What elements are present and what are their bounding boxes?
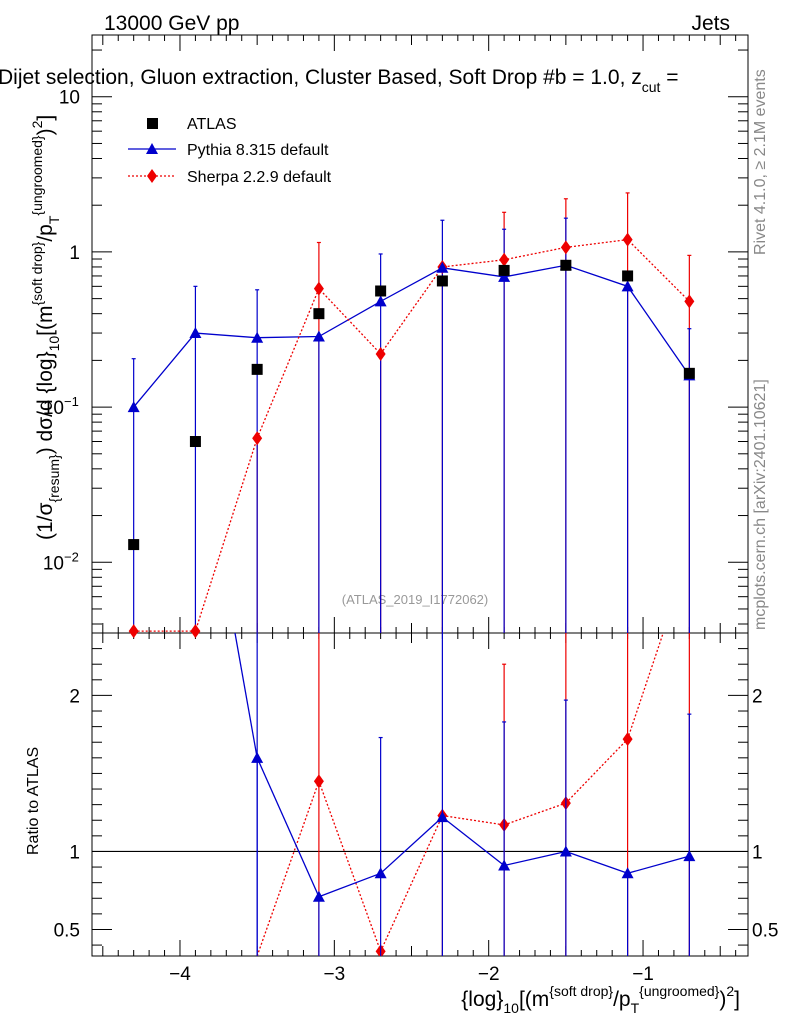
pythia-point	[251, 331, 264, 343]
pythia-ratio-point	[683, 850, 696, 862]
sherpa-point	[560, 240, 571, 255]
legend-atlas-marker	[147, 118, 158, 129]
atlas-point	[313, 308, 325, 320]
ytick-label-main: 10	[43, 553, 64, 574]
pythia-ratio-point	[312, 890, 325, 902]
sherpa-line	[133, 238, 690, 632]
atlas-point	[128, 539, 140, 551]
ratio-plot-data	[234, 633, 696, 956]
pythia-ratio-line	[256, 757, 320, 897]
sherpa-ratio-line	[442, 814, 505, 826]
ytick-label-ratio: 0.5	[54, 920, 80, 941]
pythia-ratio-point	[621, 867, 634, 879]
legend-sherpa-label: Sherpa 2.2.9 default	[187, 169, 332, 186]
atlas-point	[498, 264, 510, 276]
xtick-label: −3	[323, 964, 345, 985]
legend: ATLAS Pythia 8.315 default Sherpa 2.2.9 …	[128, 116, 332, 186]
rivet-label: Rivet 4.1.0, ≥ 2.1M events	[752, 69, 769, 255]
svg-text:(1/σ{resum}) dσ/d {log}10[(m{s: (1/σ{resum}) dσ/d {log}10[(m{soft drop}/…	[29, 115, 62, 540]
pythia-ratio-point	[436, 811, 449, 823]
atlas-point	[436, 275, 448, 287]
atlas-point	[251, 363, 263, 375]
legend-sherpa-marker	[147, 169, 157, 183]
sherpa-point	[313, 281, 324, 296]
pythia-line	[133, 264, 690, 408]
ytick-label-ratio: 2	[69, 686, 80, 707]
sherpa-point	[190, 624, 201, 639]
legend-pythia-marker	[146, 143, 158, 154]
pythia-ratio-line	[503, 850, 567, 867]
sherpa-point	[252, 431, 263, 446]
pythia-ratio-line	[318, 872, 381, 898]
ytick-label-main: 10	[43, 398, 64, 419]
pythia-point	[127, 401, 140, 413]
ytick-label-exponent: −1	[64, 394, 79, 409]
ylabel-ratio: Ratio to ATLAS	[25, 747, 42, 855]
main-plot-data	[127, 192, 696, 639]
pythia-ratio-point	[374, 867, 387, 879]
pythia-ratio-line	[627, 855, 690, 874]
ytick-label-ratio-right: 2	[752, 686, 763, 707]
sherpa-ratio-line	[318, 781, 382, 952]
sherpa-ratio-line	[565, 738, 629, 804]
pythia-point	[374, 295, 387, 307]
xtick-label: −4	[169, 964, 191, 985]
sherpa-ratio-line	[503, 802, 567, 826]
pythia-point	[498, 270, 511, 282]
ytick-label-main: 10	[59, 88, 80, 109]
sherpa-ratio-line	[626, 633, 664, 740]
pythia-ratio-point	[498, 859, 511, 871]
plot-title: Dijet selection, Gluon extraction, Clust…	[0, 66, 679, 95]
sherpa-point	[622, 232, 633, 247]
analysis-watermark: (ATLAS_2019_I1772062)	[342, 592, 488, 607]
ytick-label-main: 1	[69, 243, 80, 264]
sherpa-ratio-point	[622, 732, 633, 747]
pythia-point	[312, 330, 325, 342]
atlas-point	[560, 259, 572, 271]
pythia-ratio-point	[559, 845, 572, 857]
sherpa-ratio-entry	[256, 781, 320, 956]
sherpa-point	[375, 346, 386, 361]
pythia-ratio-point	[251, 751, 264, 763]
legend-pythia-label: Pythia 8.315 default	[187, 142, 329, 159]
pythia-point	[621, 280, 634, 292]
xtick-label: −2	[478, 964, 500, 985]
atlas-point	[683, 367, 695, 379]
xlabel: {log}10[(m{soft drop}/pT{ungroomed})2]	[461, 983, 740, 1016]
ytick-label-ratio-right: 1	[752, 842, 763, 863]
xtick-label: −1	[632, 964, 654, 985]
pythia-ratio-line	[380, 816, 443, 874]
svg-text:{log}10[(m{soft drop}/pT{ungro: {log}10[(m{soft drop}/pT{ungroomed})2]	[461, 983, 740, 1016]
ytick-label-ratio: 1	[69, 842, 80, 863]
atlas-point	[189, 436, 201, 448]
sherpa-ratio-line	[380, 815, 443, 952]
pythia-point	[436, 261, 449, 273]
ytick-label-ratio-right: 0.5	[752, 920, 778, 941]
atlas-point	[375, 285, 387, 297]
pythia-ratio-line	[441, 816, 505, 867]
ytick-label-exponent: −2	[64, 549, 79, 564]
pythia-point	[189, 327, 202, 339]
category-label: Jets	[691, 12, 730, 35]
sherpa-point	[128, 624, 139, 639]
ratio-plot-frame	[91, 632, 749, 957]
pythia-ratio-entry	[234, 633, 258, 758]
pythia-ratio-line	[565, 850, 628, 874]
atlas-point	[622, 270, 634, 282]
legend-atlas-label: ATLAS	[187, 116, 237, 133]
sherpa-point	[684, 294, 695, 309]
mcplots-label: mcplots.cern.ch [arXiv:2401.10621]	[752, 379, 769, 630]
sherpa-point	[499, 252, 510, 267]
energy-label: 13000 GeV pp	[104, 12, 239, 35]
ylabel-main: (1/σ{resum}) dσ/d {log}10[(m{soft drop}/…	[29, 115, 62, 540]
sherpa-ratio-point	[313, 774, 324, 789]
